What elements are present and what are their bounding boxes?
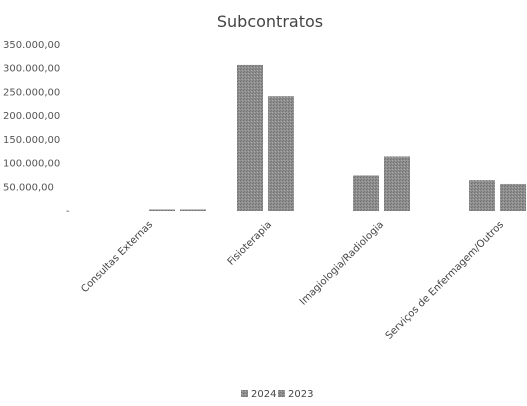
x-category-label: Imagiologia/Radiologia — [298, 219, 386, 307]
x-category-label: Fisioterapia — [226, 219, 274, 267]
bar-2023-4 — [500, 183, 526, 211]
y-tick-label: 250.000,00 — [3, 87, 60, 98]
x-axis: Consultas Externas Fisioterapia Imagiologi… — [79, 219, 506, 341]
legend: 2024 2023 — [241, 389, 313, 400]
bar-2024-3 — [353, 175, 379, 211]
bars — [149, 64, 526, 211]
bar-2024-4 — [469, 180, 495, 211]
y-tick-label: 350.000,00 — [3, 40, 60, 51]
x-category-label: Consultas Externas — [79, 219, 155, 295]
y-tick-label: 150.000,00 — [3, 135, 60, 146]
legend-swatch-2023 — [278, 390, 285, 397]
y-axis: 50.000,00 100.000,00 150.000,00 200.000,00 2… — [3, 40, 70, 217]
legend-label-2023: 2023 — [288, 389, 313, 400]
bar-2024-2 — [237, 64, 263, 211]
bar-2024-1 — [149, 209, 175, 211]
y-tick-label: 50.000,00 — [3, 182, 54, 193]
y-tick-label: 300.000,00 — [3, 64, 60, 75]
y-tick-label: 200.000,00 — [3, 111, 60, 122]
chart-title: Subcontratos — [217, 12, 323, 31]
y-tick-label: 100.000,00 — [3, 159, 60, 170]
bar-2023-1 — [180, 209, 206, 211]
y-tick-label-zero: - — [66, 206, 70, 217]
bar-2023-2 — [268, 96, 294, 211]
legend-swatch-2024 — [241, 390, 248, 397]
x-category-label: Serviços de Enfermagem/Outros — [384, 219, 506, 341]
legend-label-2024: 2024 — [251, 389, 276, 400]
bar-2023-3 — [384, 156, 410, 211]
